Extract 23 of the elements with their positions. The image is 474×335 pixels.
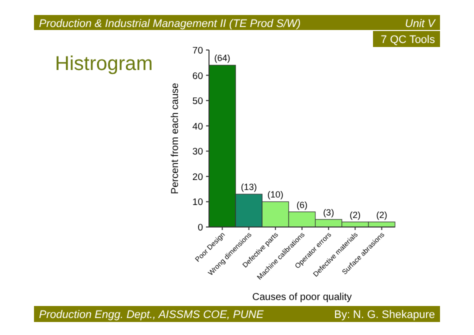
y-tick-label: 30 (192, 146, 203, 158)
data-label: (2) (350, 210, 361, 220)
data-label: (13) (240, 182, 257, 192)
text: Unit V (405, 18, 437, 30)
data-label: (3) (323, 207, 334, 218)
y-axis-title: Percent from each cause (170, 82, 181, 194)
y-tick-label: 60 (192, 70, 203, 82)
y-tick-label: 20 (192, 172, 203, 183)
text: By: N. G. Shekapure (334, 309, 435, 321)
chart-title: Histrogram (55, 53, 153, 75)
y-tick-label: 50 (192, 96, 203, 108)
text: 7 QC Tools (380, 34, 436, 46)
text: Production & Industrial Management II (TE Prod S/W) (39, 18, 301, 30)
data-label: (6) (296, 200, 308, 210)
y-tick-label: 0 (198, 222, 203, 234)
data-label: (2) (376, 210, 388, 220)
text: Production Engg. Dept., AISSMS COE, PUNE (39, 309, 264, 321)
y-tick-label: 10 (192, 197, 203, 208)
y-tick-label: 70 (192, 46, 203, 56)
data-label: (64) (214, 53, 230, 64)
y-tick-label: 40 (192, 121, 203, 132)
x-axis-title: Causes of poor quality (252, 292, 352, 303)
data-label: (10) (267, 190, 284, 200)
